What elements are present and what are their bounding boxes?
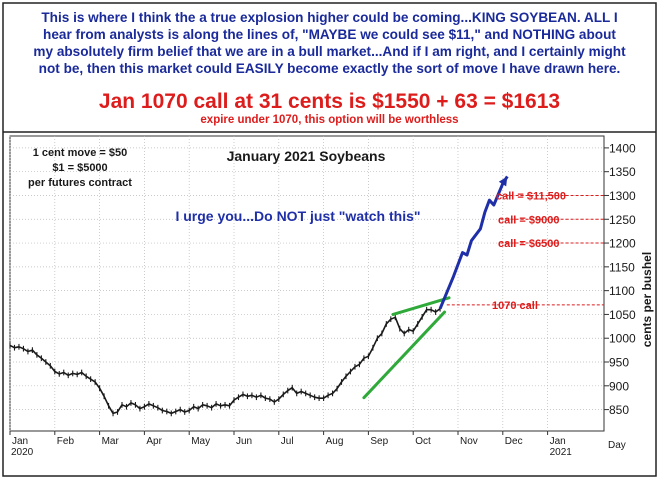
x-tick-label: Oct — [415, 436, 431, 447]
header-line-1: This is where I think the a true explosi… — [41, 10, 618, 25]
projection-arrowhead — [498, 176, 508, 187]
x-axis-label: Day — [608, 440, 626, 451]
x-tick-label: May — [191, 436, 210, 447]
x-tick-label: Aug — [326, 436, 344, 447]
urge-note: I urge you...Do NOT just "watch this" — [175, 208, 420, 224]
trend-line — [391, 296, 451, 316]
header-line-2: hear from analysts is along the lines of… — [43, 27, 616, 42]
x-tick-label: Mar — [102, 436, 120, 447]
x-tick-label: Nov — [460, 436, 478, 447]
y-tick-label: 1400 — [609, 141, 636, 155]
x-tick-label: Sep — [370, 436, 388, 447]
level-label: call = $9000 — [498, 214, 559, 226]
y-tick-label: 1000 — [609, 332, 636, 346]
y-tick-label: 1150 — [609, 260, 635, 274]
x-tick-label: Jul — [281, 436, 294, 447]
y-tick-label: 1100 — [609, 284, 635, 298]
y-tick-label: 850 — [609, 403, 629, 417]
subline: expire under 1070, this option will be w… — [200, 114, 459, 126]
contract-note-line: 1 cent move = $50 — [33, 147, 127, 159]
x-tick-label: Apr — [146, 436, 162, 447]
y-tick-label: 1300 — [609, 189, 636, 203]
header-panel: This is where I think the a true explosi… — [0, 0, 659, 132]
y-tick-label: 1050 — [609, 308, 636, 322]
y-tick-label: 900 — [609, 379, 629, 393]
y-tick-label: 1250 — [609, 213, 636, 227]
contract-note-line: $1 = $5000 — [52, 162, 107, 174]
header-line-3: my absolutely firm belief that we are in… — [33, 44, 626, 59]
x-tick-label: Jan — [12, 436, 28, 447]
projection-line — [438, 175, 509, 310]
y-axis-label: cents per bushel — [640, 252, 654, 347]
y-tick-label: 1200 — [609, 237, 636, 251]
x-tick-label: Dec — [505, 436, 523, 447]
x-tick-label: Jan — [550, 436, 566, 447]
year-label: 2021 — [550, 447, 573, 458]
level-label: call = $6500 — [498, 238, 559, 250]
chart-title: January 2021 Soybeans — [227, 148, 386, 164]
y-tick-label: 1350 — [609, 165, 636, 179]
contract-note-line: per futures contract — [28, 177, 132, 189]
x-tick-label: Jun — [236, 436, 252, 447]
y-tick-label: 950 — [609, 356, 629, 370]
trend-line — [362, 310, 447, 400]
headline: Jan 1070 call at 31 cents is $1550 + 63 … — [98, 90, 561, 113]
level-label: call = $11,500 — [496, 190, 566, 202]
level-label: 1070 call — [492, 300, 538, 312]
header-line-4: not be, then this market could EASILY be… — [38, 61, 621, 76]
x-tick-label: Feb — [57, 436, 75, 447]
year-label: 2020 — [11, 447, 34, 458]
